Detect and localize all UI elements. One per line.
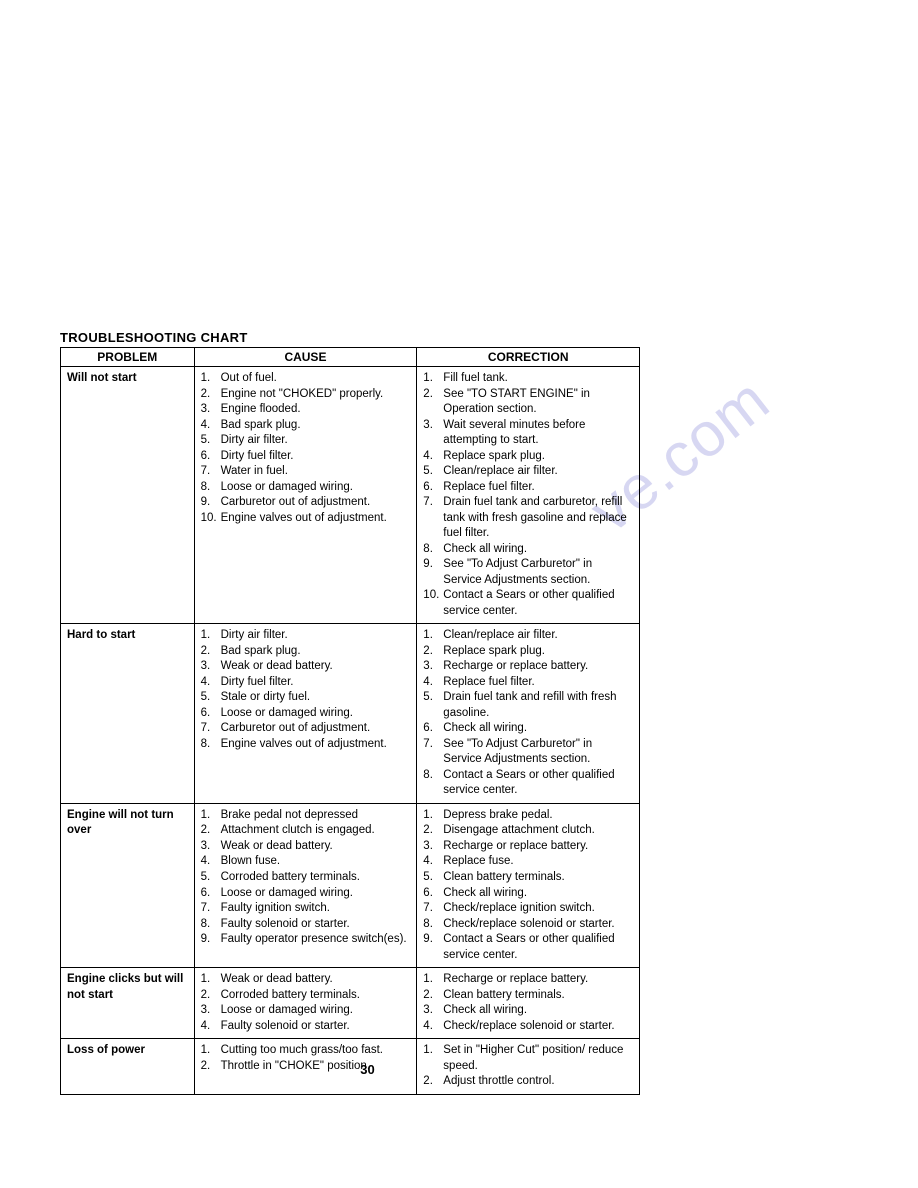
troubleshooting-table: PROBLEM CAUSE CORRECTION Will not start1… bbox=[60, 347, 640, 1095]
correction-cell: 1.Recharge or replace battery.2.Clean ba… bbox=[417, 968, 640, 1039]
cause-item: 2.Bad spark plug. bbox=[201, 644, 411, 660]
correction-item: 4.Replace fuse. bbox=[423, 854, 633, 870]
correction-item: 1.Clean/replace air filter. bbox=[423, 628, 633, 644]
cause-item: 3.Weak or dead battery. bbox=[201, 659, 411, 675]
cause-item: 4.Faulty solenoid or starter. bbox=[201, 1019, 411, 1035]
correction-item: 1.Recharge or replace battery. bbox=[423, 972, 633, 988]
cause-item: 8.Loose or damaged wiring. bbox=[201, 480, 411, 496]
cause-item: 4.Blown fuse. bbox=[201, 854, 411, 870]
cause-cell: 1.Dirty air filter.2.Bad spark plug.3.We… bbox=[194, 624, 417, 804]
correction-item: 4.Replace spark plug. bbox=[423, 449, 633, 465]
col-header-problem: PROBLEM bbox=[61, 348, 195, 367]
cause-item: 1.Out of fuel. bbox=[201, 371, 411, 387]
cause-cell: 1.Out of fuel.2.Engine not "CHOKED" prop… bbox=[194, 367, 417, 624]
correction-item: 5.Clean/replace air filter. bbox=[423, 464, 633, 480]
cause-item: 5.Corroded battery terminals. bbox=[201, 870, 411, 886]
table-row: Will not start1.Out of fuel.2.Engine not… bbox=[61, 367, 640, 624]
correction-item: 1.Depress brake pedal. bbox=[423, 808, 633, 824]
cause-item: 7.Water in fuel. bbox=[201, 464, 411, 480]
cause-item: 2.Attachment clutch is engaged. bbox=[201, 823, 411, 839]
cause-item: 9.Carburetor out of adjustment. bbox=[201, 495, 411, 511]
cause-item: 7.Carburetor out of adjustment. bbox=[201, 721, 411, 737]
correction-item: 10.Contact a Sears or other qualified se… bbox=[423, 588, 633, 619]
table-header-row: PROBLEM CAUSE CORRECTION bbox=[61, 348, 640, 367]
cause-item: 10.Engine valves out of adjustment. bbox=[201, 511, 411, 527]
chart-title: TROUBLESHOOTING CHART bbox=[60, 330, 640, 345]
correction-item: 2.Replace spark plug. bbox=[423, 644, 633, 660]
cause-item: 3.Engine flooded. bbox=[201, 402, 411, 418]
cause-item: 1.Cutting too much grass/too fast. bbox=[201, 1043, 411, 1059]
correction-item: 3.Recharge or replace battery. bbox=[423, 839, 633, 855]
table-row: Engine clicks but will not start1.Weak o… bbox=[61, 968, 640, 1039]
cause-item: 5.Stale or dirty fuel. bbox=[201, 690, 411, 706]
col-header-correction: CORRECTION bbox=[417, 348, 640, 367]
cause-item: 3.Loose or damaged wiring. bbox=[201, 1003, 411, 1019]
correction-item: 7.See "To Adjust Carburetor" in Service … bbox=[423, 737, 633, 768]
cause-item: 8.Engine valves out of adjustment. bbox=[201, 737, 411, 753]
cause-item: 3.Weak or dead battery. bbox=[201, 839, 411, 855]
correction-item: 6.Replace fuel filter. bbox=[423, 480, 633, 496]
correction-item: 4.Check/replace solenoid or starter. bbox=[423, 1019, 633, 1035]
correction-item: 2.See "TO START ENGINE" in Operation sec… bbox=[423, 387, 633, 418]
page-number: 30 bbox=[60, 1062, 675, 1077]
correction-item: 9.See "To Adjust Carburetor" in Service … bbox=[423, 557, 633, 588]
cause-item: 1.Weak or dead battery. bbox=[201, 972, 411, 988]
correction-item: 9.Contact a Sears or other qualified ser… bbox=[423, 932, 633, 963]
problem-cell: Hard to start bbox=[61, 624, 195, 804]
correction-item: 1.Fill fuel tank. bbox=[423, 371, 633, 387]
cause-item: 6.Dirty fuel filter. bbox=[201, 449, 411, 465]
cause-item: 4.Bad spark plug. bbox=[201, 418, 411, 434]
correction-item: 5.Drain fuel tank and refill with fresh … bbox=[423, 690, 633, 721]
cause-item: 5.Dirty air filter. bbox=[201, 433, 411, 449]
correction-cell: 1.Fill fuel tank.2.See "TO START ENGINE"… bbox=[417, 367, 640, 624]
col-header-cause: CAUSE bbox=[194, 348, 417, 367]
cause-item: 8.Faulty solenoid or starter. bbox=[201, 917, 411, 933]
correction-item: 3.Recharge or replace battery. bbox=[423, 659, 633, 675]
correction-item: 2.Disengage attachment clutch. bbox=[423, 823, 633, 839]
cause-item: 4.Dirty fuel filter. bbox=[201, 675, 411, 691]
correction-item: 4.Replace fuel filter. bbox=[423, 675, 633, 691]
problem-cell: Engine clicks but will not start bbox=[61, 968, 195, 1039]
problem-cell: Engine will not turn over bbox=[61, 803, 195, 967]
page-container: TROUBLESHOOTING CHART PROBLEM CAUSE CORR… bbox=[60, 330, 640, 1095]
problem-cell: Will not start bbox=[61, 367, 195, 624]
correction-item: 8.Contact a Sears or other qualified ser… bbox=[423, 768, 633, 799]
correction-cell: 1.Clean/replace air filter.2.Replace spa… bbox=[417, 624, 640, 804]
correction-item: 2.Clean battery terminals. bbox=[423, 988, 633, 1004]
cause-item: 1.Brake pedal not depressed bbox=[201, 808, 411, 824]
cause-item: 7.Faulty ignition switch. bbox=[201, 901, 411, 917]
cause-item: 9.Faulty operator presence switch(es). bbox=[201, 932, 411, 948]
correction-item: 5.Clean battery terminals. bbox=[423, 870, 633, 886]
correction-item: 8.Check/replace solenoid or starter. bbox=[423, 917, 633, 933]
correction-item: 6.Check all wiring. bbox=[423, 721, 633, 737]
table-row: Engine will not turn over1.Brake pedal n… bbox=[61, 803, 640, 967]
cause-item: 1.Dirty air filter. bbox=[201, 628, 411, 644]
correction-item: 3.Check all wiring. bbox=[423, 1003, 633, 1019]
correction-item: 6.Check all wiring. bbox=[423, 886, 633, 902]
cause-cell: 1.Weak or dead battery.2.Corroded batter… bbox=[194, 968, 417, 1039]
cause-item: 2.Engine not "CHOKED" properly. bbox=[201, 387, 411, 403]
correction-item: 3.Wait several minutes before attempting… bbox=[423, 418, 633, 449]
correction-item: 7.Drain fuel tank and carburetor, refill… bbox=[423, 495, 633, 542]
cause-item: 2.Corroded battery terminals. bbox=[201, 988, 411, 1004]
correction-cell: 1.Depress brake pedal.2.Disengage attach… bbox=[417, 803, 640, 967]
cause-item: 6.Loose or damaged wiring. bbox=[201, 886, 411, 902]
correction-item: 8.Check all wiring. bbox=[423, 542, 633, 558]
correction-item: 7.Check/replace ignition switch. bbox=[423, 901, 633, 917]
cause-item: 6.Loose or damaged wiring. bbox=[201, 706, 411, 722]
cause-cell: 1.Brake pedal not depressed2.Attachment … bbox=[194, 803, 417, 967]
table-row: Hard to start1.Dirty air filter.2.Bad sp… bbox=[61, 624, 640, 804]
